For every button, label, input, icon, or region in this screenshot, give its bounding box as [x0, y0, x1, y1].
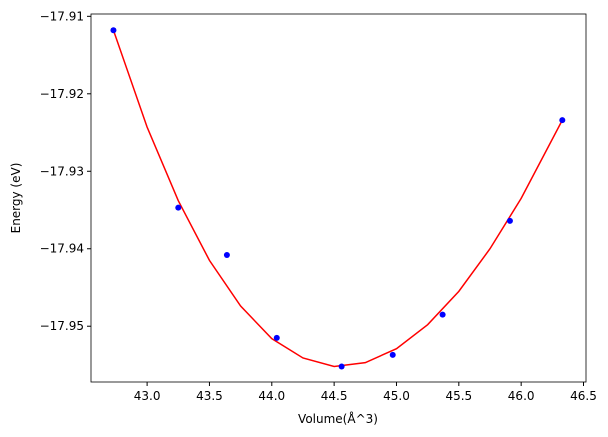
data-point: [506, 217, 513, 224]
x-tick-label: 46.5: [570, 389, 597, 403]
data-point: [389, 351, 396, 358]
y-tick-label: −17.92: [40, 87, 84, 101]
data-point: [110, 27, 117, 34]
x-tick-label: 44.0: [258, 389, 285, 403]
x-tick-label: 45.5: [445, 389, 472, 403]
y-axis-label: Energy (eV): [9, 163, 23, 234]
x-tick-label: 46.0: [508, 389, 535, 403]
data-point: [559, 117, 566, 124]
data-point: [223, 251, 230, 258]
plot-frame: [90, 13, 587, 383]
data-point: [439, 311, 446, 318]
y-tick-label: −17.95: [40, 319, 84, 333]
y-tick-label: −17.91: [40, 9, 84, 23]
y-tick-label: −17.94: [40, 242, 84, 256]
data-point: [338, 363, 345, 370]
x-tick-label: 45.0: [383, 389, 410, 403]
fit-curve: [112, 30, 563, 368]
data-point: [175, 204, 182, 211]
x-tick-label: 43.0: [134, 389, 161, 403]
x-tick-label: 44.5: [321, 389, 348, 403]
data-point: [273, 334, 280, 341]
x-tick-label: 43.5: [196, 389, 223, 403]
x-axis-label: Volume(Å^3): [298, 411, 378, 426]
y-tick-label: −17.93: [40, 164, 84, 178]
